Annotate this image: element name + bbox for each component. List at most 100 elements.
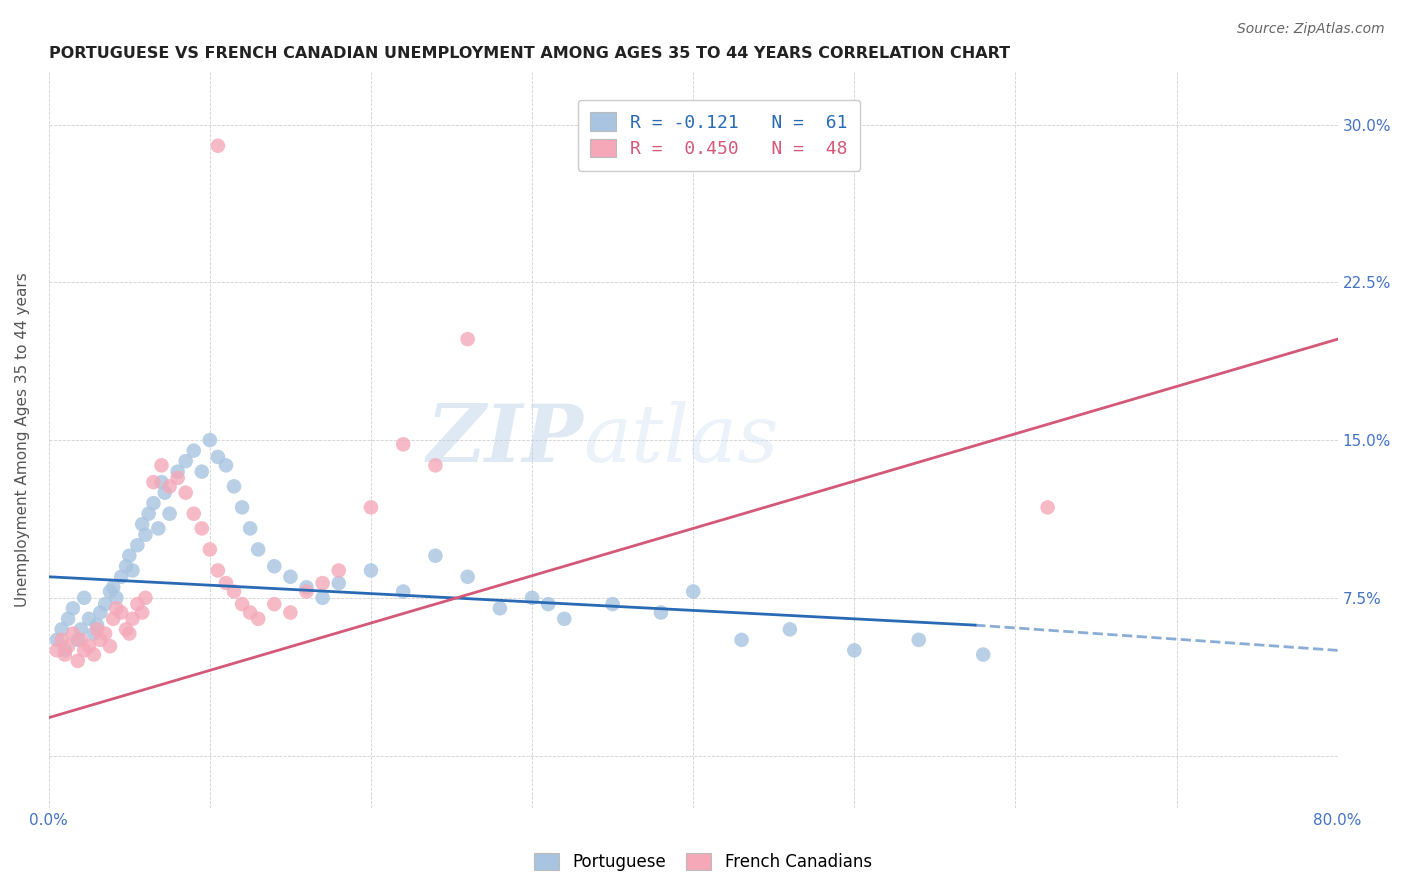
Point [103, 612, 125, 626]
Point [191, 465, 214, 479]
Point [222, 479, 245, 493]
Point [115, 623, 138, 637]
Point [311, 591, 333, 605]
Point [134, 591, 156, 605]
Point [86, 618, 108, 632]
Point [66, 632, 89, 647]
Point [844, 643, 866, 657]
Point [215, 458, 238, 473]
Point [45, 632, 67, 647]
Point [247, 542, 270, 557]
Point [77, 639, 100, 653]
Point [86, 623, 108, 637]
Point [425, 458, 447, 473]
Point [183, 443, 205, 458]
Point [62, 601, 84, 615]
Point [118, 626, 141, 640]
Point [77, 612, 100, 626]
Point [215, 576, 238, 591]
Point [98, 639, 121, 653]
Point [56, 639, 79, 653]
Point [150, 475, 173, 490]
Point [66, 654, 89, 668]
Point [150, 458, 173, 473]
Point [73, 591, 96, 605]
Point [247, 612, 270, 626]
Text: PORTUGUESE VS FRENCH CANADIAN UNEMPLOYMENT AMONG AGES 35 TO 44 YEARS CORRELATION: PORTUGUESE VS FRENCH CANADIAN UNEMPLOYME… [49, 46, 1010, 62]
Point [295, 580, 318, 594]
Point [118, 549, 141, 563]
Point [280, 606, 302, 620]
Point [311, 576, 333, 591]
Point [183, 507, 205, 521]
Point [457, 570, 479, 584]
Point [131, 606, 153, 620]
Point [174, 485, 197, 500]
Point [94, 626, 117, 640]
Point [489, 601, 512, 615]
Point [98, 584, 121, 599]
Point [263, 597, 285, 611]
Point [779, 623, 801, 637]
Point [159, 507, 181, 521]
Point [110, 570, 132, 584]
Point [198, 542, 221, 557]
Point [89, 606, 111, 620]
Point [425, 549, 447, 563]
Y-axis label: Unemployment Among Ages 35 to 44 years: Unemployment Among Ages 35 to 44 years [15, 273, 30, 607]
Point [105, 591, 128, 605]
Point [907, 632, 929, 647]
Point [153, 485, 176, 500]
Point [231, 500, 253, 515]
Point [295, 584, 318, 599]
Point [360, 564, 382, 578]
Point [166, 471, 188, 485]
Point [131, 517, 153, 532]
Point [89, 632, 111, 647]
Point [103, 580, 125, 594]
Legend: Portuguese, French Canadians: Portuguese, French Canadians [526, 845, 880, 880]
Point [142, 475, 165, 490]
Point [70, 623, 93, 637]
Point [148, 521, 170, 535]
Point [392, 584, 415, 599]
Point [53, 643, 76, 657]
Point [280, 570, 302, 584]
Point [127, 538, 149, 552]
Point [73, 643, 96, 657]
Point [115, 559, 138, 574]
Point [650, 606, 672, 620]
Point [105, 601, 128, 615]
Point [207, 450, 229, 464]
Point [222, 584, 245, 599]
Point [520, 591, 543, 605]
Point [53, 648, 76, 662]
Point [166, 465, 188, 479]
Point [138, 507, 160, 521]
Point [121, 564, 143, 578]
Point [94, 597, 117, 611]
Point [263, 559, 285, 574]
Point [159, 479, 181, 493]
Point [1036, 500, 1059, 515]
Point [110, 606, 132, 620]
Point [51, 623, 73, 637]
Point [142, 496, 165, 510]
Point [207, 564, 229, 578]
Point [121, 612, 143, 626]
Point [83, 648, 105, 662]
Point [537, 597, 560, 611]
Point [972, 648, 994, 662]
Point [239, 521, 262, 535]
Point [360, 500, 382, 515]
Text: ZIP: ZIP [427, 401, 583, 479]
Point [392, 437, 415, 451]
Point [191, 521, 214, 535]
Point [127, 597, 149, 611]
Point [207, 138, 229, 153]
Point [198, 433, 221, 447]
Point [602, 597, 624, 611]
Point [134, 527, 156, 541]
Point [553, 612, 575, 626]
Point [83, 626, 105, 640]
